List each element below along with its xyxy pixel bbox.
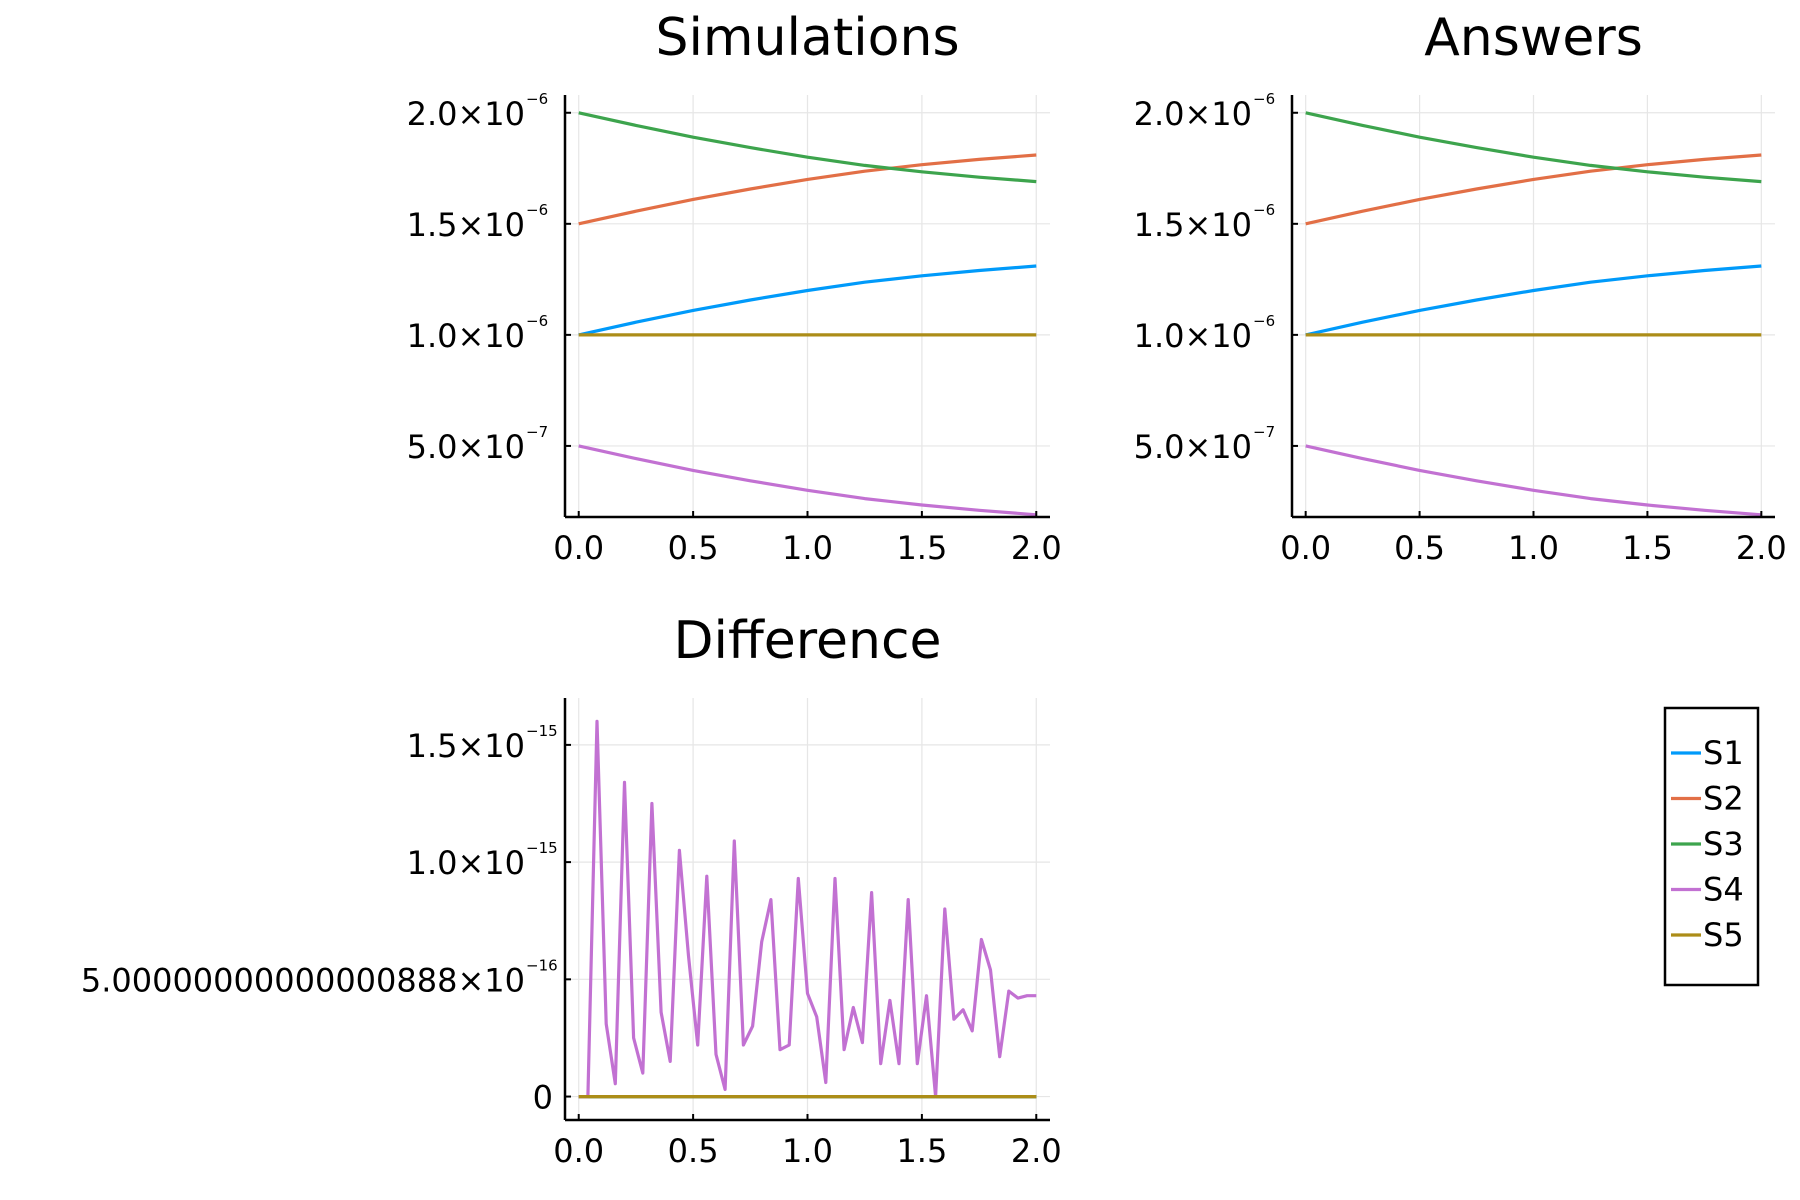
legend: S1 S2 S3 S4 S5 <box>1663 706 1760 987</box>
y-tick-label: 5.0×10 <box>407 428 525 466</box>
y-tick-label: 1.0×10 <box>407 317 525 355</box>
series-line-S2 <box>578 153 1037 226</box>
legend-label: S1 <box>1703 734 1744 772</box>
x-tick-label: 1.0 <box>782 1132 833 1170</box>
series-line-S2 <box>1305 153 1762 226</box>
x-tick-label: 2.0 <box>1736 529 1787 567</box>
subplot-title: Simulations <box>655 8 959 68</box>
x-tick-label: 0.0 <box>553 529 604 567</box>
y-tick-label: 1.0×10 <box>1134 317 1252 355</box>
y-tick-exponent: −6 <box>1253 312 1275 330</box>
y-tick-exponent: −15 <box>526 722 558 740</box>
y-tick-label: 1.5×10 <box>1134 206 1252 244</box>
series-line-S4 <box>578 719 1037 1099</box>
x-tick-label: 2.0 <box>1011 529 1062 567</box>
series-line-S3 <box>578 111 1037 184</box>
x-tick-label: 2.0 <box>1011 1132 1062 1170</box>
y-tick-exponent: −15 <box>526 839 558 857</box>
y-tick-exponent: −6 <box>1253 90 1275 108</box>
x-tick-label: 1.5 <box>896 1132 947 1170</box>
subplot-title: Answers <box>1424 8 1643 68</box>
legend-label: S2 <box>1703 780 1744 818</box>
y-tick-label: 1.0×10 <box>407 844 525 882</box>
subplot-title: Difference <box>673 611 941 671</box>
y-tick-label: 1.5×10 <box>407 727 525 765</box>
x-tick-label: 1.0 <box>782 529 833 567</box>
legend-label: S5 <box>1703 916 1744 954</box>
y-tick-exponent: −7 <box>1253 423 1275 441</box>
y-tick-exponent: −6 <box>526 201 548 219</box>
x-tick-label: 0.0 <box>1280 529 1331 567</box>
series-line-S1 <box>578 264 1037 337</box>
y-tick-exponent: −6 <box>526 90 548 108</box>
subplot-1: 0.0 0.5 1.0 1.5 2.05.0×10 −71.0×10 −61.5×10 −62… <box>1134 8 1787 567</box>
legend-label: S4 <box>1703 871 1744 909</box>
x-tick-label: 1.5 <box>896 529 947 567</box>
series-line-S3 <box>1305 111 1762 184</box>
series-line-S1 <box>1305 264 1762 337</box>
x-tick-label: 0.5 <box>668 1132 719 1170</box>
subplot-0: 0.0 0.5 1.0 1.5 2.05.0×10 −71.0×10 −61.5×10 −62… <box>407 8 1062 567</box>
y-tick-label: 5.00000000000000888×10 <box>81 961 525 999</box>
y-tick-exponent: −6 <box>1253 201 1275 219</box>
legend-label: S3 <box>1703 825 1744 863</box>
x-tick-label: 0.5 <box>668 529 719 567</box>
series-line-S4 <box>1305 444 1762 517</box>
x-tick-label: 1.5 <box>1622 529 1673 567</box>
x-tick-label: 0.0 <box>553 1132 604 1170</box>
y-tick-label: 5.0×10 <box>1134 428 1252 466</box>
subplot-2: 0.0 0.5 1.0 1.5 2.005.00000000000000888×10 −1… <box>81 611 1062 1170</box>
y-tick-label: 0 <box>533 1079 553 1117</box>
series-line-S4 <box>578 444 1037 517</box>
y-tick-label: 1.5×10 <box>407 206 525 244</box>
y-tick-label: 2.0×10 <box>407 95 525 133</box>
y-tick-exponent: −6 <box>526 312 548 330</box>
y-tick-exponent: −16 <box>526 956 558 974</box>
x-tick-label: 1.0 <box>1508 529 1559 567</box>
y-tick-label: 2.0×10 <box>1134 95 1252 133</box>
x-tick-label: 0.5 <box>1394 529 1445 567</box>
y-tick-exponent: −7 <box>526 423 548 441</box>
